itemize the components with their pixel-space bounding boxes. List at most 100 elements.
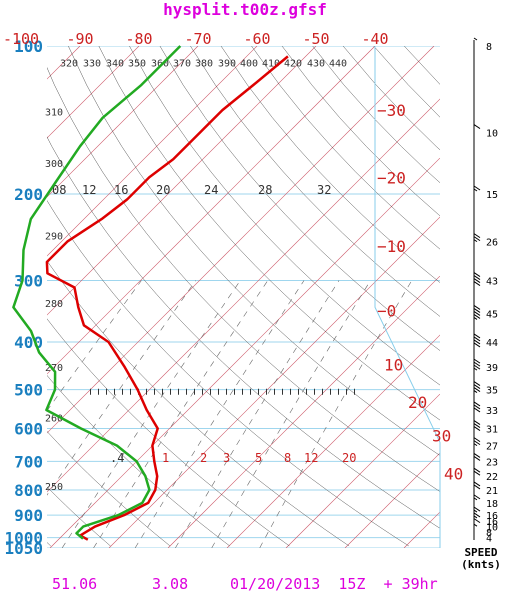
mixing-ratio-label-lower: 1 <box>162 451 169 465</box>
wind-barb <box>473 453 481 458</box>
theta-label: 390 <box>218 58 236 69</box>
wind-speed-label: 33 <box>486 406 498 417</box>
wind-barb <box>473 333 481 339</box>
wind-barb <box>473 342 481 348</box>
dry-adiabat <box>159 46 440 351</box>
wind-barb <box>473 456 481 461</box>
isotherm-line <box>47 46 317 316</box>
theta-label: 410 <box>262 58 280 69</box>
footer-right: 01/20/2013 15Z + 39hr <box>230 575 438 592</box>
wind-barb-half <box>473 509 478 513</box>
wind-barb <box>473 185 481 191</box>
pressure-label: 300 <box>14 272 43 291</box>
isotherm-line <box>47 46 258 257</box>
isotherm-top-label: -40 <box>361 30 388 48</box>
wind-barb <box>473 404 481 410</box>
wind-barb <box>473 481 481 487</box>
isotherm-right-label: 40 <box>444 464 463 483</box>
wind-barb <box>473 233 481 239</box>
wind-barb <box>473 407 481 413</box>
mixing-ratio-line <box>134 280 305 548</box>
dry-adiabat <box>373 46 440 118</box>
wind-speed-label: 18 <box>486 499 498 510</box>
wind-speed-label: 44 <box>486 338 498 349</box>
dry-adiabat <box>68 46 440 456</box>
wind-speed-label: 23 <box>486 457 498 468</box>
pressure-label: 100 <box>14 37 43 56</box>
mixing-ratio-label-lower: 12 <box>304 451 318 465</box>
mixing-ratio-label-lower: 20 <box>342 451 356 465</box>
mixing-ratio-label-upper: 28 <box>258 183 272 197</box>
wind-speed-label: 45 <box>486 309 498 320</box>
wind-barb <box>473 305 481 310</box>
wind-barb <box>473 124 481 129</box>
wind-barb <box>473 401 481 407</box>
theta-label: 340 <box>106 58 124 69</box>
wind-speed-label: 4 <box>486 534 492 545</box>
wind-barb-half <box>473 239 478 243</box>
wind-barb-half <box>473 188 478 192</box>
wind-barb-half <box>473 497 478 501</box>
dry-adiabat <box>251 46 440 250</box>
pressure-label: 900 <box>14 506 43 525</box>
wind-speed-label: 10 <box>486 523 498 534</box>
wind-barb <box>473 384 481 390</box>
wind-speed-label: 8 <box>486 42 492 53</box>
mixing-ratio-label-upper: 12 <box>82 183 96 197</box>
isotherm-top-label: -100 <box>3 30 39 48</box>
theta-label: 360 <box>151 58 169 69</box>
isotherm-top-label: -60 <box>243 30 270 48</box>
isotherm-top-label: -50 <box>302 30 329 48</box>
footer-mid: 3.08 <box>152 575 188 592</box>
theta-label: 350 <box>128 58 146 69</box>
wind-barb <box>473 437 481 443</box>
mixing-ratio-line <box>61 280 241 548</box>
wind-barb <box>473 423 481 428</box>
chart-title: hysplit.t00z.gfsf <box>163 0 327 19</box>
wind-speed-label: 43 <box>486 277 498 288</box>
pressure-label: 1050 <box>4 539 43 558</box>
wind-barb <box>473 275 481 280</box>
dry-adiabat <box>47 200 409 547</box>
theta-label: 260 <box>45 414 63 425</box>
mixing-ratio-label-upper: 24 <box>204 183 218 197</box>
wind-speed-label: 16 <box>486 511 498 522</box>
wind-speed-label: 16 <box>486 517 498 528</box>
diagram-boundary <box>374 46 441 548</box>
wind-barb <box>473 440 481 446</box>
wind-barb <box>473 426 481 431</box>
temperature-trace <box>45 55 289 541</box>
pressure-label: 400 <box>14 333 43 352</box>
footer-left: 51.06 <box>52 575 97 592</box>
isotherm-line <box>226 334 440 548</box>
mixing-ratio-line <box>47 280 197 496</box>
wind-barb <box>473 236 481 242</box>
isotherm-line <box>285 393 440 548</box>
wind-barb-half <box>473 390 478 394</box>
wind-speed-label: 21 <box>486 486 498 497</box>
dry-adiabat <box>47 375 230 547</box>
isotherm-line <box>47 46 199 198</box>
wind-barb-half <box>473 317 478 320</box>
pressure-label: 600 <box>14 420 43 439</box>
dry-adiabat <box>98 46 440 421</box>
wind-speed-label: 10 <box>486 129 498 140</box>
wind-speed-label: 39 <box>486 363 498 374</box>
isotherm-right-label: −0 <box>377 301 396 320</box>
isotherm-line <box>47 46 140 139</box>
theta-label: 400 <box>240 58 258 69</box>
mixing-ratio-label-upper: 16 <box>114 183 128 197</box>
grid-layer <box>47 46 441 548</box>
wind-barb <box>473 336 481 342</box>
wind-barb <box>473 494 481 500</box>
wind-barb <box>473 358 481 364</box>
wind-barb <box>473 387 481 393</box>
wind-speed-label: 22 <box>486 472 498 483</box>
isotherm-line <box>47 46 435 434</box>
theta-label: 370 <box>173 58 191 69</box>
theta-label: 440 <box>329 58 347 69</box>
mixing-ratio-label-lower: 3 <box>223 451 230 465</box>
isotherm-line <box>49 157 440 548</box>
wind-barb <box>473 364 481 370</box>
